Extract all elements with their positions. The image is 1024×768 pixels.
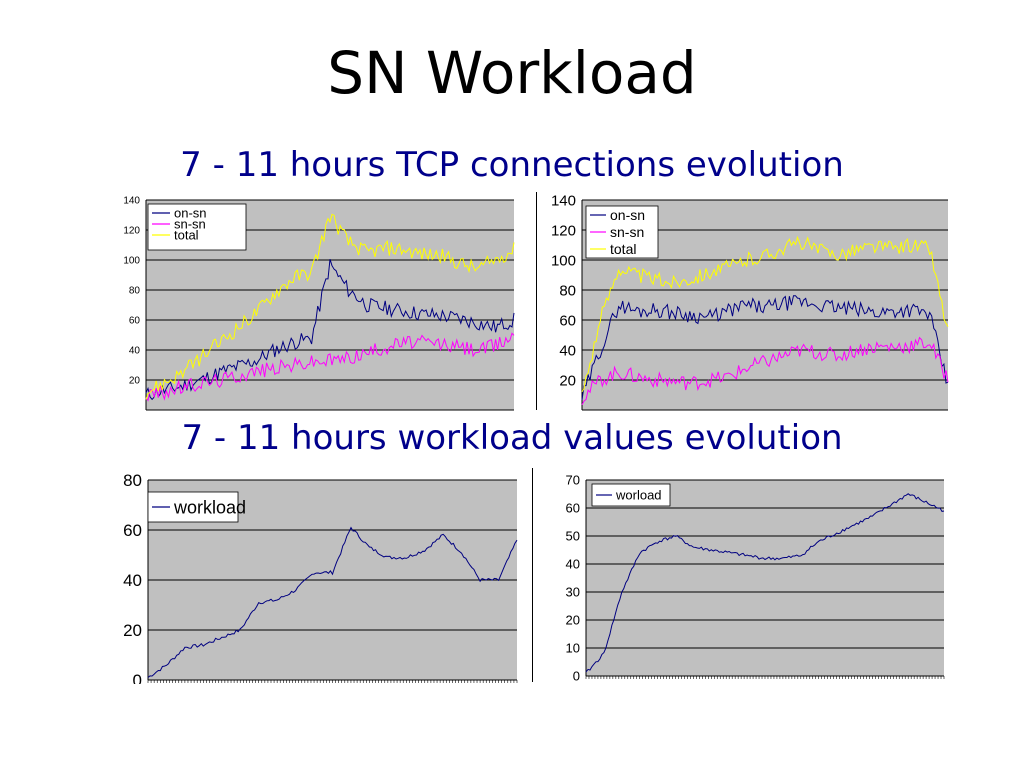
y-tick-label: 120 bbox=[123, 226, 140, 237]
y-tick-label: 80 bbox=[129, 286, 141, 297]
series-line-on-sn bbox=[581, 295, 949, 401]
y-tick-label: 140 bbox=[123, 196, 140, 207]
y-tick-label: 120 bbox=[551, 222, 576, 239]
y-tick-label: 60 bbox=[123, 521, 142, 540]
y-tick-label: 50 bbox=[566, 529, 580, 544]
y-tick-label: 40 bbox=[559, 342, 576, 359]
y-tick-label: 20 bbox=[129, 376, 141, 387]
y-tick-label: 100 bbox=[551, 252, 576, 269]
legend-label-total: total bbox=[174, 228, 199, 243]
y-tick-label: 70 bbox=[566, 473, 580, 488]
y-tick-label: 80 bbox=[559, 282, 576, 299]
workload-chart-right: 0 10 20 30 40 50 60 70 worload bbox=[566, 473, 945, 684]
plot-area bbox=[586, 480, 944, 676]
chart-separator-bottom bbox=[532, 468, 533, 682]
legend-box bbox=[147, 203, 247, 251]
y-tick-label: 20 bbox=[123, 621, 142, 640]
chart-separator-top bbox=[536, 192, 537, 410]
series-line-sn-sn bbox=[145, 332, 515, 402]
legend-box bbox=[591, 483, 671, 507]
series-line-sn-sn bbox=[581, 336, 949, 406]
legend-label-workload: workload bbox=[173, 497, 246, 517]
y-tick-label: 60 bbox=[559, 312, 576, 329]
y-tick-label: 100 bbox=[123, 256, 140, 267]
series-line-workload bbox=[147, 526, 518, 678]
heading-tcp-connections: 7 - 11 hours TCP connections evolution bbox=[180, 145, 844, 185]
legend-label-total: total bbox=[610, 241, 636, 257]
y-tick-label: 20 bbox=[566, 613, 580, 628]
series-line-total bbox=[145, 213, 515, 400]
series-line-total bbox=[581, 235, 949, 392]
series-line-worload bbox=[585, 493, 945, 673]
legend-label-sn-sn: sn-sn bbox=[174, 217, 206, 232]
workload-chart-left: 0 20 40 60 80 workload bbox=[123, 471, 518, 684]
legend-label-worload: worload bbox=[615, 488, 662, 503]
y-tick-label: 40 bbox=[566, 557, 580, 572]
heading-workload-values: 7 - 11 hours workload values evolution bbox=[181, 418, 843, 458]
y-tick-label: 60 bbox=[566, 501, 580, 516]
y-tick-label: 20 bbox=[559, 372, 576, 389]
slide-title: SN Workload bbox=[327, 39, 697, 107]
y-tick-label: 10 bbox=[566, 641, 580, 656]
y-tick-label: 0 bbox=[573, 669, 580, 684]
y-tick-label: 80 bbox=[123, 471, 142, 490]
legend-label-on-sn: on-sn bbox=[610, 207, 645, 223]
legend-label-sn-sn: sn-sn bbox=[610, 224, 644, 240]
y-tick-label: 30 bbox=[566, 585, 580, 600]
y-tick-label: 140 bbox=[551, 192, 576, 209]
legend-label-on-sn: on-sn bbox=[174, 206, 207, 221]
y-tick-label: 0 bbox=[133, 671, 142, 684]
series-line-on-sn bbox=[145, 259, 515, 401]
y-tick-label: 40 bbox=[123, 571, 142, 590]
y-tick-label: 40 bbox=[129, 346, 141, 357]
y-tick-label: 60 bbox=[129, 316, 141, 327]
